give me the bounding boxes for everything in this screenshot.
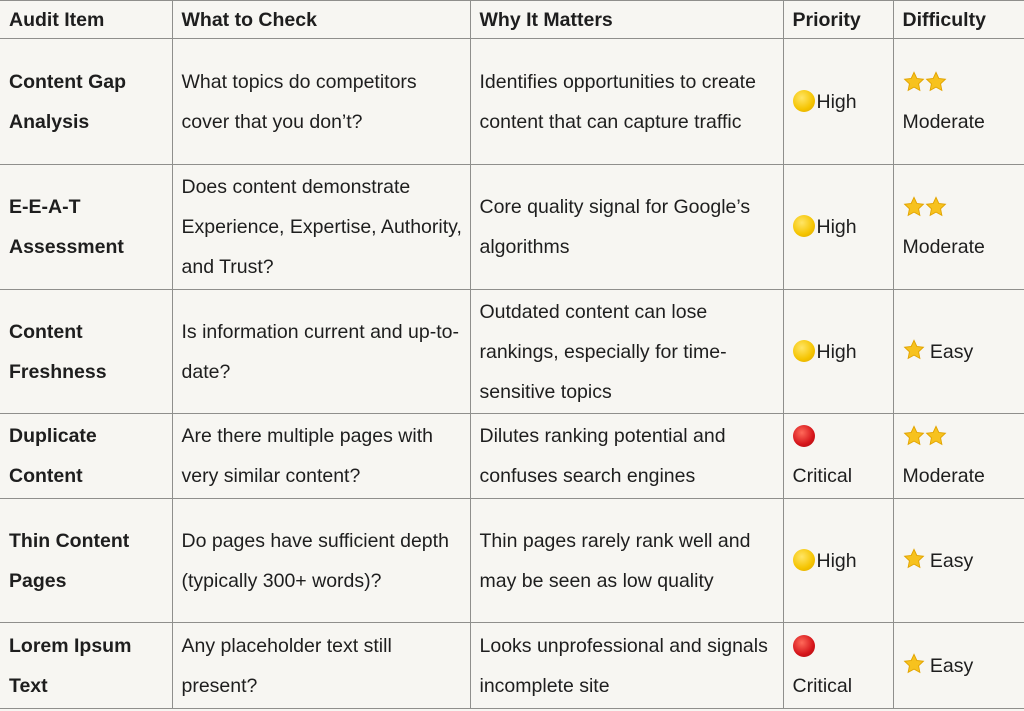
- priority-cell: Critical: [782, 622, 894, 709]
- table-row: Thin Content Pages Do pages have suffici…: [0, 498, 1024, 623]
- header-difficulty: Difficulty: [892, 0, 1024, 39]
- why-it-matters-cell: Core quality signal for Google’s algorit…: [469, 164, 784, 290]
- star-icon: [925, 67, 947, 91]
- red-circle-icon: [792, 634, 815, 657]
- header-audit-item: Audit Item: [0, 0, 173, 39]
- table-row: Lorem Ipsum Text Any placeholder text st…: [0, 622, 1024, 709]
- table-row: E-E-A-T Assessment Does content demonstr…: [0, 164, 1024, 290]
- difficulty-cell: Moderate: [892, 413, 1024, 499]
- difficulty-label: Easy: [929, 549, 974, 572]
- why-it-matters-cell: Thin pages rarely rank well and may be s…: [469, 498, 784, 623]
- priority-label: High: [816, 340, 857, 363]
- table-row: Content Gap Analysis What topics do comp…: [0, 38, 1024, 165]
- star-icon: [903, 67, 925, 91]
- star-icon: [903, 421, 925, 446]
- what-to-check-cell: Does content demonstrate Experience, Exp…: [171, 164, 471, 290]
- header-why-it-matters: Why It Matters: [469, 0, 784, 39]
- why-it-matters-cell: Dilutes ranking potential and confuses s…: [469, 413, 784, 499]
- priority-label: Critical: [792, 465, 853, 487]
- audit-item-cell: E-E-A-T Assessment: [0, 164, 173, 290]
- difficulty-cell: Easy: [892, 289, 1024, 414]
- why-it-matters-cell: Outdated content can lose rankings, espe…: [469, 289, 784, 414]
- difficulty-label: Easy: [929, 654, 974, 677]
- difficulty-label: Moderate: [902, 236, 985, 258]
- yellow-circle-icon: [792, 548, 815, 571]
- priority-cell: Critical: [782, 413, 894, 499]
- star-icon: [903, 649, 925, 673]
- difficulty-label: Easy: [929, 340, 974, 363]
- yellow-circle-icon: [792, 339, 815, 362]
- difficulty-cell: Easy: [892, 498, 1024, 623]
- difficulty-cell: Moderate: [892, 164, 1024, 290]
- table-row: Duplicate Content Are there multiple pag…: [0, 413, 1024, 499]
- priority-label: High: [816, 549, 857, 572]
- star-icon: [903, 544, 925, 568]
- audit-item-cell: Content Gap Analysis: [0, 38, 173, 165]
- what-to-check-cell: Do pages have sufficient depth (typicall…: [171, 498, 471, 623]
- audit-item-cell: Duplicate Content: [0, 413, 173, 499]
- audit-item-cell: Content Freshness: [0, 289, 173, 414]
- yellow-circle-icon: [792, 215, 815, 237]
- difficulty-label: Moderate: [902, 110, 985, 133]
- priority-label: High: [816, 216, 857, 238]
- priority-cell: High: [782, 498, 894, 623]
- yellow-circle-icon: [792, 89, 815, 112]
- difficulty-cell: Moderate: [892, 38, 1024, 165]
- table-row: Content Freshness Is information current…: [0, 289, 1024, 414]
- star-icon: [903, 192, 925, 217]
- priority-cell: High: [782, 289, 894, 414]
- why-it-matters-cell: Identifies opportunities to create conte…: [469, 38, 784, 165]
- difficulty-label: Moderate: [902, 465, 985, 487]
- why-it-matters-cell: Looks unprofessional and signals incompl…: [469, 622, 784, 709]
- priority-label: High: [816, 90, 857, 113]
- priority-cell: High: [782, 38, 894, 165]
- priority-label: Critical: [792, 674, 853, 697]
- header-row: Audit Item What to Check Why It Matters …: [0, 0, 1024, 39]
- red-circle-icon: [792, 425, 815, 447]
- audit-item-cell: Thin Content Pages: [0, 498, 173, 623]
- what-to-check-cell: Any placeholder text still present?: [171, 622, 471, 709]
- star-icon: [903, 335, 925, 359]
- what-to-check-cell: What topics do competitors cover that yo…: [171, 38, 471, 165]
- star-icon: [925, 421, 947, 446]
- header-what-to-check: What to Check: [171, 0, 471, 39]
- audit-item-cell: Lorem Ipsum Text: [0, 622, 173, 709]
- star-icon: [925, 192, 947, 217]
- difficulty-cell: Easy: [892, 622, 1024, 709]
- priority-cell: High: [782, 164, 894, 290]
- what-to-check-cell: Is information current and up-to-date?: [171, 289, 471, 414]
- header-priority: Priority: [782, 0, 894, 39]
- what-to-check-cell: Are there multiple pages with very simil…: [171, 413, 471, 499]
